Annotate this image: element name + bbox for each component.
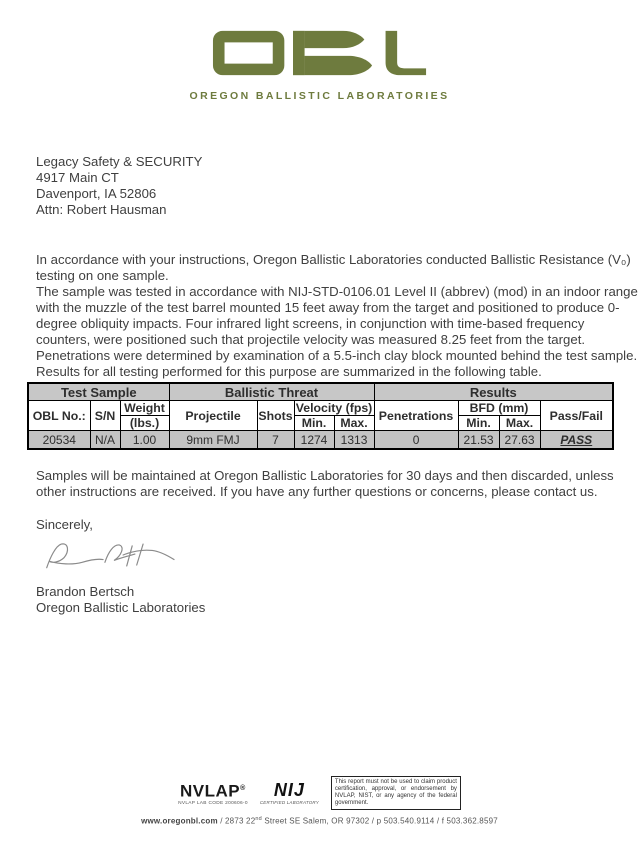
signature-icon (46, 543, 175, 569)
footer-logos: NVLAP® NVLAP LAB CODE 200606-0 NIJ CERTI… (0, 776, 639, 810)
col-sn: S/N (89, 400, 121, 431)
cell-penetrations: 0 (373, 430, 459, 450)
results-table: Test Sample Ballistic Threat Results OBL… (27, 382, 615, 450)
cell-vel-max: 1313 (333, 430, 375, 450)
footer-address: www.oregonbl.com / 2873 22nd Street SE S… (0, 816, 639, 826)
nij-logo-icon: NIJ (273, 779, 305, 800)
recipient-line: 4917 Main CT (36, 170, 119, 185)
closing-line: other instructions are received. If you … (36, 484, 598, 499)
body-line: In accordance with your instructions, Or… (36, 252, 631, 267)
table-subheader-row: (lbs.) Min. Max. Min. Max. (28, 415, 613, 431)
table-group-header-row: Test Sample Ballistic Threat Results (27, 382, 614, 401)
col-bfd-min: Min. (457, 415, 500, 431)
body-line: Results for all testing performed for th… (36, 364, 542, 379)
body-line: The sample was tested in accordance with… (36, 284, 638, 299)
col-bfd: BFD (mm) (457, 400, 541, 416)
recipient-line: Davenport, IA 52806 (36, 186, 157, 201)
cell-shots: 7 (256, 430, 295, 450)
col-penetrations: Penetrations (373, 400, 459, 431)
col-shots: Shots (256, 400, 295, 431)
nij-certified-label: CERTIFIED LABORATORY (259, 799, 319, 805)
letter-page: OREGON BALLISTIC LABORATORIES Legacy Saf… (0, 0, 639, 826)
col-weight-unit: (lbs.) (119, 415, 170, 431)
website-text: www.oregonbl.com (141, 816, 218, 826)
cell-weight: 1.00 (119, 430, 170, 450)
recipient-line: Attn: Robert Hausman (36, 202, 167, 217)
group-test-sample: Test Sample (27, 382, 170, 401)
group-results: Results (373, 382, 614, 401)
table-row: 20534 N/A 1.00 9mm FMJ 7 1274 1313 0 21.… (27, 430, 614, 450)
col-obl-no: OBL No.: (27, 400, 91, 431)
nvlap-logo-icon: NVLAP® (180, 781, 246, 801)
sincerely-line: Sincerely, (36, 517, 93, 532)
signature-block: Brandon Bertsch Oregon Ballistic Laborat… (36, 584, 639, 616)
cell-vel-min: 1274 (293, 430, 335, 450)
closing-paragraph: Samples will be maintained at Oregon Bal… (36, 468, 614, 500)
table-column-header-row: OBL No.: S/N Weight Projectile Shots Vel… (27, 400, 614, 431)
closing-line: Samples will be maintained at Oregon Bal… (36, 468, 614, 483)
group-ballistic-threat: Ballistic Threat (168, 382, 375, 401)
nvlap-lab-code: NVLAP LAB CODE 200606-0 (178, 800, 248, 806)
letterhead: OREGON BALLISTIC LABORATORIES (0, 0, 639, 102)
body-line: counters, were positioned such that proj… (36, 332, 586, 347)
col-bfd-max: Max. (498, 415, 541, 431)
cell-bfd-min: 21.53 (457, 430, 500, 450)
cell-pass-fail: PASS (539, 430, 614, 450)
recipient-block: Legacy Safety & SECURITY 4917 Main CT Da… (36, 154, 639, 218)
brand-name: OREGON BALLISTIC LABORATORIES (189, 90, 450, 102)
address-text: / 2873 22 (217, 816, 256, 826)
signer-name: Brandon Bertsch (36, 584, 135, 599)
body-line: with the muzzle of the test barrel mount… (36, 300, 620, 315)
body-line: degree obliquity impacts. Four infrared … (36, 316, 585, 331)
registered-mark: ® (240, 785, 246, 793)
body-line: testing on one sample. (36, 268, 169, 283)
col-vel-min: Min. (293, 415, 335, 431)
disclaimer-box: This report must not be used to claim pr… (330, 776, 461, 810)
col-velocity: Velocity (fps) (293, 400, 375, 416)
signature (34, 535, 639, 580)
cell-obl-no: 20534 (27, 430, 91, 450)
obl-logo-icon (212, 30, 426, 76)
recipient-line: Legacy Safety & SECURITY (36, 154, 203, 169)
col-pass-fail: Pass/Fail (539, 400, 614, 431)
footer: NVLAP® NVLAP LAB CODE 200606-0 NIJ CERTI… (0, 776, 639, 826)
col-projectile: Projectile (168, 400, 258, 431)
body-paragraphs: In accordance with your instructions, Or… (36, 252, 638, 380)
cell-projectile: 9mm FMJ (168, 430, 258, 450)
cell-sn: N/A (89, 430, 121, 450)
col-weight: Weight (119, 400, 170, 416)
signer-org: Oregon Ballistic Laboratories (36, 600, 206, 615)
nvlap-logo: NVLAP® NVLAP LAB CODE 200606-0 (178, 780, 248, 806)
col-vel-max: Max. (333, 415, 375, 431)
address-text-cont: Street SE Salem, OR 97302 / p 503.540.91… (261, 816, 498, 826)
nij-logo: NIJ CERTIFIED LABORATORY (259, 779, 319, 805)
cell-bfd-max: 27.63 (498, 430, 541, 450)
body-line: Penetrations were determined by examinat… (36, 348, 638, 363)
ordinal-suffix: nd (255, 816, 262, 822)
